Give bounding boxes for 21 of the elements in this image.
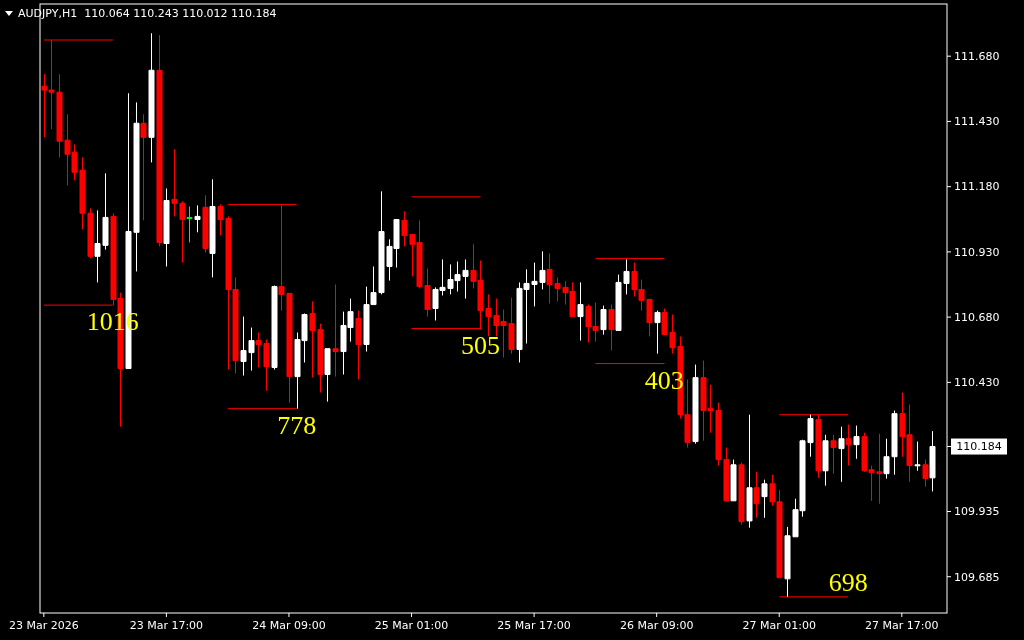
x-tick-label: 26 Mar 09:00 bbox=[619, 619, 694, 632]
y-tick-label: 109.685 bbox=[954, 570, 1000, 584]
x-tick-label: 23 Mar 2026 bbox=[8, 619, 79, 632]
y-tick-label: 110.680 bbox=[954, 310, 1000, 324]
annotation: 505 bbox=[460, 330, 500, 360]
annotation: 778 bbox=[277, 410, 317, 440]
y-tick-label: 111.430 bbox=[954, 115, 1000, 129]
x-tick-label: 27 Mar 17:00 bbox=[865, 619, 939, 632]
y-tick-label: 110.430 bbox=[954, 376, 1000, 390]
x-tick-label: 23 Mar 17:00 bbox=[129, 619, 204, 632]
x-tick-label: 27 Mar 01:00 bbox=[742, 619, 816, 632]
x-tick-label: 24 Mar 09:00 bbox=[252, 619, 326, 632]
y-tick-label: 110.930 bbox=[954, 245, 1000, 259]
y-tick-label: 109.935 bbox=[954, 505, 1000, 519]
x-tick-label: 25 Mar 17:00 bbox=[497, 619, 571, 632]
x-tick-label: 25 Mar 01:00 bbox=[374, 619, 449, 632]
y-tick-label: 111.680 bbox=[954, 50, 1000, 64]
annotation: 698 bbox=[828, 567, 868, 597]
y-tick-label: 111.180 bbox=[954, 180, 1000, 194]
ref-line-label: 110.184 bbox=[956, 440, 1002, 454]
chart-title: AUDJPY,H1 110.064 110.243 110.012 110.184 bbox=[18, 7, 277, 20]
